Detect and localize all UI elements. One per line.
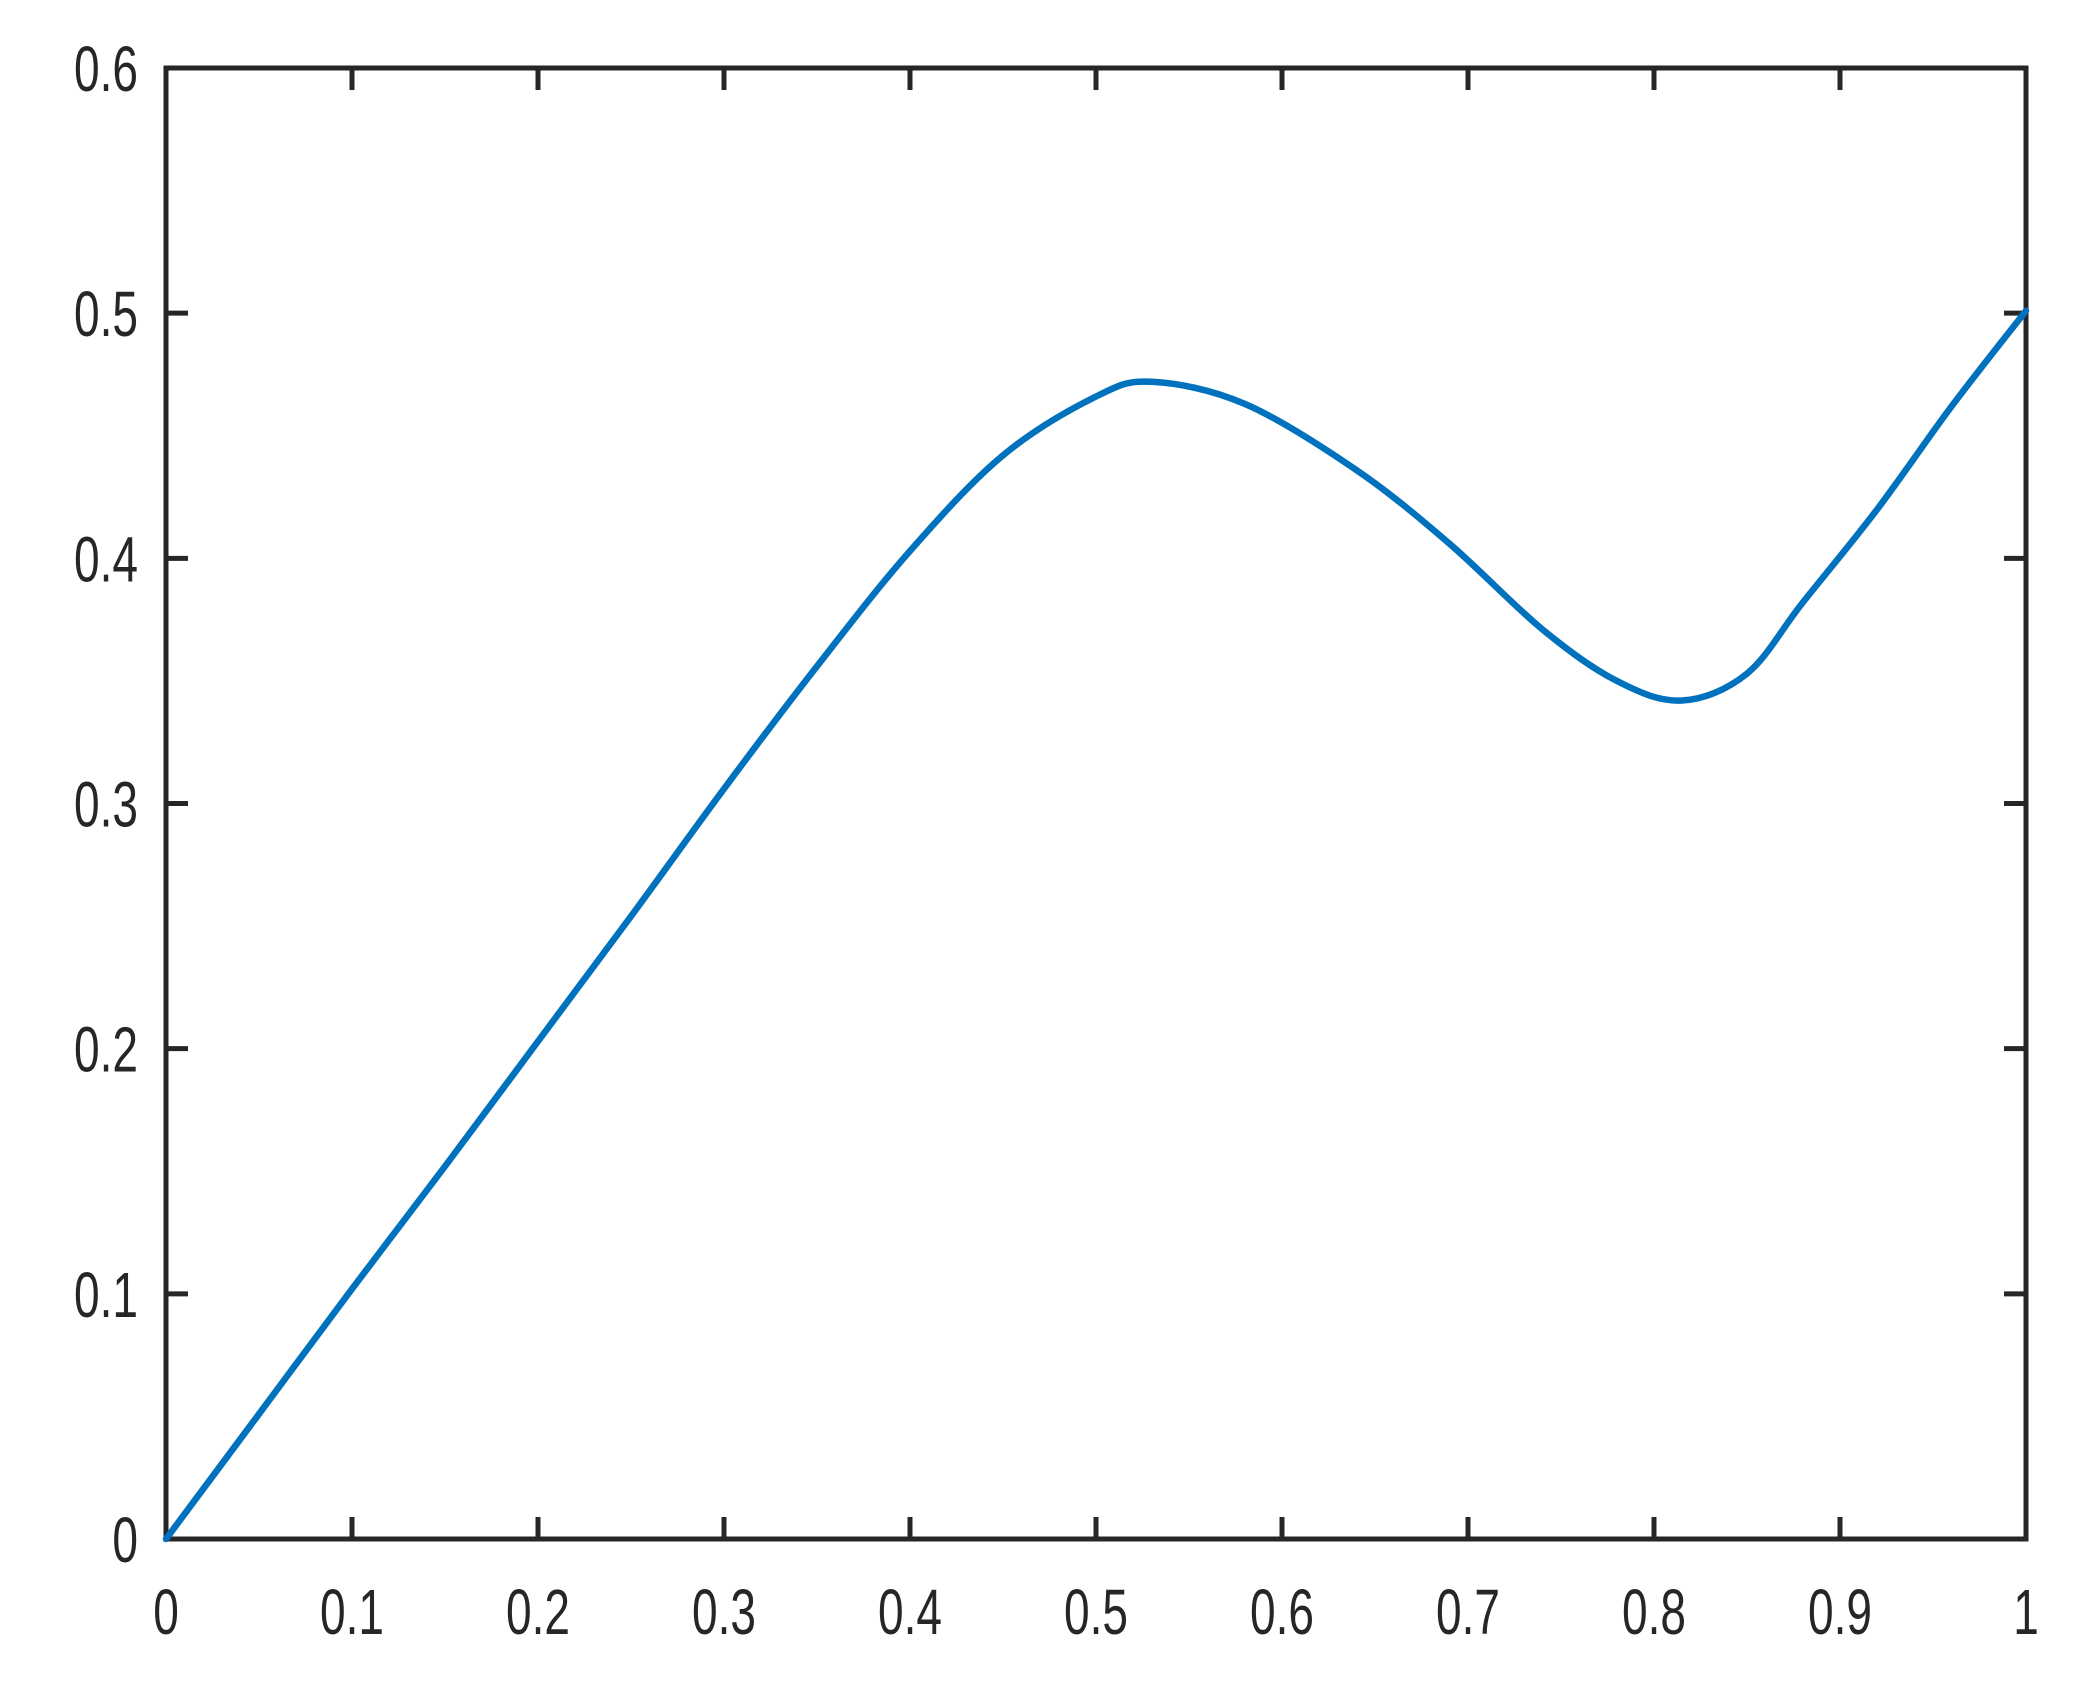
x-tick-label: 0.7 <box>1436 1577 1500 1648</box>
x-tick-label: 0.3 <box>692 1577 756 1648</box>
plot-box <box>163 65 2029 1542</box>
x-tick-label: 0.2 <box>506 1577 570 1648</box>
x-tick-label: 0.4 <box>878 1577 942 1648</box>
x-tick-label: 0 <box>153 1577 179 1648</box>
y-tick-label: 0.2 <box>74 1014 138 1085</box>
data-line <box>162 307 2030 1543</box>
x-axis-tick-labels: 0 0.1 0.2 0.3 0.4 0.5 0.6 0.7 0.8 0.9 1 <box>153 1577 2039 1648</box>
x-tick-label: 0.1 <box>320 1577 384 1648</box>
y-tick-label: 0.5 <box>74 279 138 350</box>
x-tick-label: 0.6 <box>1250 1577 1314 1648</box>
x-tick-label: 0.9 <box>1808 1577 1872 1648</box>
x-tick-label: 0.5 <box>1064 1577 1128 1648</box>
y-axis-tick-labels: 0 0.1 0.2 0.3 0.4 0.5 0.6 <box>74 34 138 1576</box>
x-tick-label: 1 <box>2013 1577 2039 1648</box>
y-tick-label: 0.3 <box>74 769 138 840</box>
axis-ticks <box>163 65 2029 1542</box>
y-tick-label: 0.6 <box>74 34 138 105</box>
x-tick-label: 0.8 <box>1622 1577 1686 1648</box>
y-tick-label: 0 <box>112 1505 138 1576</box>
y-tick-label: 0.4 <box>74 524 138 595</box>
y-tick-label: 0.1 <box>74 1259 138 1330</box>
